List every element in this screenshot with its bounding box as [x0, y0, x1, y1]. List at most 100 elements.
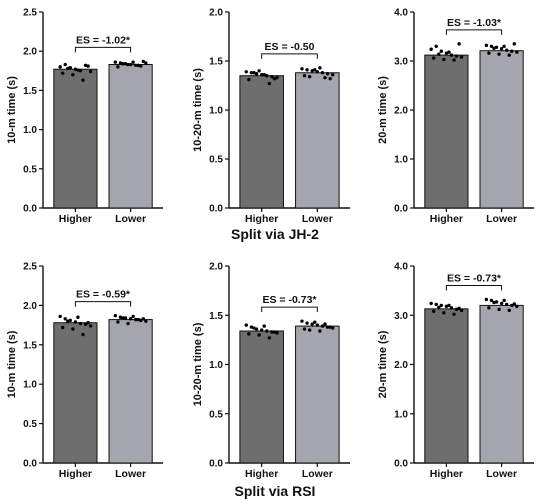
data-point	[136, 317, 140, 322]
chart-panel-4: 0.0 0.5 1.0 1.5 2.0 2.5 10-m time (s) Higher Low…	[6, 262, 163, 480]
x-tick-label: Higher	[245, 213, 278, 225]
x-tick-label: Higher	[59, 468, 92, 480]
data-point	[265, 329, 269, 333]
y-tick-label: 0.0	[209, 204, 223, 215]
data-point	[328, 325, 332, 329]
bar-lower	[108, 319, 153, 464]
y-tick-label: 1.0	[394, 409, 408, 420]
x-tick-label: Lower	[115, 213, 146, 225]
y-tick-label: 4.0	[394, 262, 408, 273]
y-axis-label: 10-m time (s)	[6, 330, 18, 398]
data-point	[323, 322, 327, 326]
data-point	[492, 300, 496, 305]
data-point	[431, 56, 436, 60]
data-point	[429, 47, 433, 51]
data-point	[439, 49, 444, 53]
bar-higher	[239, 330, 284, 464]
data-point	[457, 42, 461, 46]
y-tick-label: 3.0	[394, 311, 408, 322]
chart-panel-2: 0.0 0.5 1.0 1.5 2.0 10-20-m time (s) Higher Low…	[192, 8, 350, 225]
data-point	[454, 54, 459, 58]
data-point	[141, 59, 146, 64]
data-point	[83, 322, 88, 327]
effect-size-label: ES = -1.03*	[447, 17, 502, 29]
data-point	[320, 324, 325, 328]
significance-bracket	[74, 301, 132, 307]
data-point	[249, 325, 254, 329]
y-tick-label: 0.0	[394, 459, 408, 470]
data-point	[515, 50, 519, 54]
data-point	[136, 63, 140, 68]
significance-bracket	[74, 46, 132, 53]
y-tick-label: 1.0	[209, 360, 223, 371]
significance-bracket	[445, 29, 503, 35]
y-tick-label: 1.0	[23, 125, 37, 136]
data-point	[252, 326, 256, 330]
data-point	[252, 71, 256, 75]
data-point	[71, 73, 75, 77]
data-point	[331, 326, 335, 330]
data-point	[128, 62, 133, 67]
data-point	[310, 322, 314, 326]
data-point	[58, 65, 62, 69]
data-point	[502, 298, 506, 303]
y-axis-label: 10-m time (s)	[6, 76, 18, 144]
data-point	[133, 63, 138, 68]
data-point	[437, 52, 441, 56]
data-point	[302, 74, 307, 78]
data-point	[116, 320, 120, 324]
y-axis-label: 10-20-m time (s)	[192, 322, 204, 406]
y-tick-label: 0.0	[23, 204, 37, 215]
effect-size-label: ES = -0.73*	[447, 272, 502, 284]
x-tick-label: Higher	[430, 213, 463, 225]
data-point	[265, 74, 269, 78]
data-point	[507, 308, 511, 313]
data-point	[502, 44, 506, 48]
data-point	[507, 53, 511, 57]
data-point	[262, 73, 266, 77]
data-point	[71, 327, 75, 331]
data-point	[512, 42, 517, 46]
data-point	[325, 325, 330, 329]
data-point	[257, 69, 261, 73]
data-point	[113, 313, 118, 318]
chart-panel-5: 0.0 0.5 1.0 1.5 2.0 10-20-m time (s) Higher Low…	[192, 262, 350, 480]
data-point	[449, 306, 454, 310]
data-point	[437, 305, 441, 310]
data-point	[86, 64, 90, 68]
data-point	[78, 321, 83, 326]
section-title-2: Split via RSI	[235, 483, 316, 499]
data-point	[447, 50, 451, 54]
data-point	[313, 320, 317, 324]
data-point	[275, 75, 279, 80]
data-point	[434, 44, 438, 48]
data-point	[128, 317, 133, 321]
bar-higher	[239, 75, 284, 209]
data-point	[60, 71, 65, 75]
data-point	[262, 324, 266, 328]
chart-panel-3: 0.0 1.0 2.0 3.0 4.0 20-m time (s) Higher Lower E…	[377, 8, 534, 225]
y-tick-label: 3.0	[394, 57, 408, 68]
data-point	[267, 336, 272, 340]
data-point	[249, 71, 254, 75]
effect-size-label: ES = -1.02*	[76, 34, 131, 46]
data-point	[484, 297, 489, 302]
x-tick-label: Higher	[430, 468, 463, 480]
data-point	[121, 62, 125, 66]
data-point	[512, 302, 517, 306]
data-point	[244, 323, 248, 327]
effect-size-label: ES = -0.73*	[263, 294, 318, 306]
data-point	[302, 327, 307, 331]
data-point	[60, 325, 65, 330]
data-point	[81, 78, 85, 82]
y-axis-label: 20-m time (s)	[377, 76, 389, 144]
data-point	[489, 298, 494, 303]
data-point	[459, 308, 464, 313]
bar-higher	[53, 68, 98, 209]
data-point	[133, 317, 138, 322]
data-point	[76, 315, 80, 319]
x-tick-label: Lower	[302, 213, 333, 225]
data-point	[484, 43, 489, 48]
data-point	[492, 46, 496, 50]
bar-lower	[108, 64, 153, 209]
